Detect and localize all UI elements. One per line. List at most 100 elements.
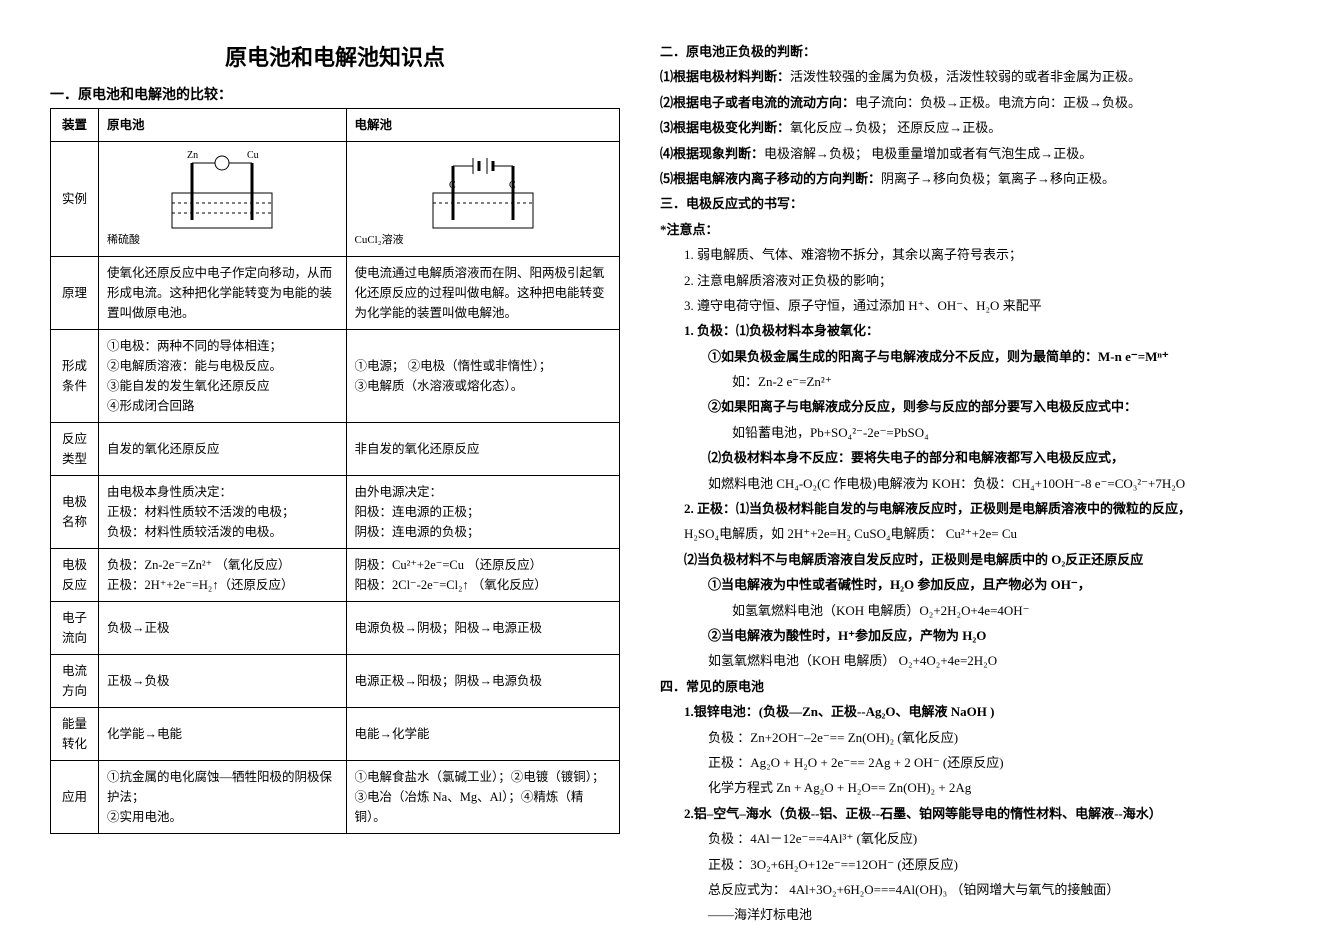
table-row: 反应类型 自发的氧化还原反应 非自发的氧化还原反应 bbox=[51, 422, 620, 475]
col-head-galvanic: 原电池 bbox=[99, 109, 347, 142]
table-row: 电子流向 负极→正极 电源负极→阴极；阳极→电源正极 bbox=[51, 601, 620, 654]
cell: 正极→负极 bbox=[99, 654, 347, 707]
row-label: 实例 bbox=[51, 142, 99, 257]
text-line: 如氢氧燃料电池（KOH 电解质） O₂+4O₂+4e=2H₂O bbox=[660, 649, 1288, 672]
section-2-heading: 二．原电池正负极的判断： bbox=[660, 40, 1288, 63]
cell: 化学能→电能 bbox=[99, 707, 347, 760]
text-line: ②当电解液为酸性时，H⁺参加反应，产物为 H₂O bbox=[660, 624, 1288, 647]
body: 电子流向：负极→正极。电流方向：正极→负极。 bbox=[855, 95, 1141, 110]
text-line: ⑴根据电极材料判断：活泼性较强的金属为负极，活泼性较弱的或者非金属为正极。 bbox=[660, 65, 1288, 88]
col-head-device: 装置 bbox=[51, 109, 99, 142]
cell: 电源正极→阳极；阴极→电源负极 bbox=[346, 654, 620, 707]
svg-text:C: C bbox=[509, 180, 516, 191]
text-line: 正极 ：Ag₂O + H₂O + 2e⁻== 2Ag + 2 OH⁻ (还原反应… bbox=[660, 751, 1288, 774]
table-row: 电流方向 正极→负极 电源正极→阳极；阴极→电源负极 bbox=[51, 654, 620, 707]
table-row-example: 实例 Zn Cu 稀硫酸 bbox=[51, 142, 620, 257]
row-label: 反应类型 bbox=[51, 422, 99, 475]
table-row: 电极名称 由电极本身性质决定： 正极：材料性质较不活泼的电极； 负极：材料性质较… bbox=[51, 475, 620, 548]
cell: 由外电源决定： 阳极：连电源的正极； 阴极：连电源的负极； bbox=[346, 475, 620, 548]
text-line: ——海洋灯标电池 bbox=[660, 903, 1288, 926]
text-line: 1. 负极：⑴负极材料本身被氧化： bbox=[660, 319, 1288, 342]
lead: ⑷根据现象判断： bbox=[660, 146, 764, 161]
lead: ⑸根据电解液内离子移动的方向判断： bbox=[660, 171, 881, 186]
body: 活泼性较强的金属为负极，活泼性较弱的或者非金属为正极。 bbox=[790, 69, 1141, 84]
body: 阴离子→移向负极；氧离子→移向正极。 bbox=[881, 171, 1115, 186]
row-label: 电极反应 bbox=[51, 548, 99, 601]
lead: ⑵根据电子或者电流的流动方向： bbox=[660, 95, 855, 110]
note-heading: *注意点： bbox=[660, 218, 1288, 241]
svg-text:C: C bbox=[449, 180, 456, 191]
text-line: 2. 正极：⑴当负极材料能自发的与电解液反应时，正极则是电解质溶液中的微粒的反应… bbox=[660, 497, 1288, 520]
table-row: 原理 使氧化还原反应中电子作定向移动，从而形成电流。这种把化学能转变为电能的装置… bbox=[51, 256, 620, 329]
cell: ①电极：两种不同的导体相连； ②电解质溶液：能与电极反应。 ③能自发的发生氧化还… bbox=[99, 329, 347, 422]
row-label: 电极名称 bbox=[51, 475, 99, 548]
cell: 电能→化学能 bbox=[346, 707, 620, 760]
diagram-caption: 稀硫酸 bbox=[107, 232, 338, 250]
note-item: 3. 遵守电荷守恒、原子守恒，通过添加 H⁺、OH⁻、H₂O 来配平 bbox=[660, 294, 1288, 317]
note-item: 1. 弱电解质、气体、难溶物不拆分，其余以离子符号表示； bbox=[660, 243, 1288, 266]
diagram-caption: CuCl₂溶液 bbox=[355, 232, 612, 250]
svg-text:Zn: Zn bbox=[187, 150, 198, 161]
text-line: 负极 ：Zn+2OH⁻–2e⁻== Zn(OH)₂ (氧化反应) bbox=[660, 726, 1288, 749]
row-label: 电子流向 bbox=[51, 601, 99, 654]
note-item: 2. 注意电解质溶液对正负极的影响； bbox=[660, 269, 1288, 292]
cell: 电源负极→阴极；阳极→电源正极 bbox=[346, 601, 620, 654]
right-column: 二．原电池正负极的判断： ⑴根据电极材料判断：活泼性较强的金属为负极，活泼性较弱… bbox=[650, 40, 1288, 905]
text-line: 如铅蓄电池，Pb+SO₄²⁻-2e⁻=PbSO₄ bbox=[660, 421, 1288, 444]
text-line: ②如果阳离子与电解液成分反应，则参与反应的部分要写入电极反应式中： bbox=[660, 395, 1288, 418]
section-4-heading: 四．常见的原电池 bbox=[660, 675, 1288, 698]
electrolytic-diagram: C C CuCl₂溶液 bbox=[346, 142, 620, 257]
text-line: ⑵负极材料本身不反应：要将失电子的部分和电解液都写入电极反应式， bbox=[660, 446, 1288, 469]
page-title: 原电池和电解池知识点 bbox=[50, 40, 620, 72]
body: 氧化反应→负极； 还原反应→正极。 bbox=[790, 120, 1001, 135]
row-label: 形成条件 bbox=[51, 329, 99, 422]
svg-text:Cu: Cu bbox=[247, 150, 259, 161]
row-label: 原理 bbox=[51, 256, 99, 329]
text-line: ⑷根据现象判断：电极溶解→负极； 电极重量增加或者有气泡生成→正极。 bbox=[660, 142, 1288, 165]
cell: 非自发的氧化还原反应 bbox=[346, 422, 620, 475]
text-line: ⑵当负极材料不与电解质溶液自发反应时，正极则是电解质中的 O₂反正还原反应 bbox=[660, 548, 1288, 571]
cell-title: 1.银锌电池：(负极—Zn、正极--Ag₂O、电解液 NaOH ) bbox=[684, 704, 994, 719]
table-row: 应用 ①抗金属的电化腐蚀—牺牲阳极的阴极保护法； ②实用电池。 ①电解食盐水（氯… bbox=[51, 760, 620, 833]
text-line: H₂SO₄电解质，如 2H⁺+2e=H₂ CuSO₄电解质： Cu²⁺+2e= … bbox=[660, 522, 1288, 545]
table-row: 形成条件 ①电极：两种不同的导体相连； ②电解质溶液：能与电极反应。 ③能自发的… bbox=[51, 329, 620, 422]
text-line: ①当电解液为中性或者碱性时，H₂O 参加反应，且产物必为 OH⁻， bbox=[660, 573, 1288, 596]
text-line: 负极 ：4Al－12e⁻==4Al³⁺ (氧化反应) bbox=[660, 827, 1288, 850]
cell: ①抗金属的电化腐蚀—牺牲阳极的阴极保护法； ②实用电池。 bbox=[99, 760, 347, 833]
lead: ⑶根据电极变化判断： bbox=[660, 120, 790, 135]
cell: 自发的氧化还原反应 bbox=[99, 422, 347, 475]
lead: ⑴根据电极材料判断： bbox=[660, 69, 790, 84]
comparison-table: 装置 原电池 电解池 实例 Zn Cu 稀硫酸 bbox=[50, 108, 620, 834]
body: 电极溶解→负极； 电极重量增加或者有气泡生成→正极。 bbox=[764, 146, 1092, 161]
galvanic-cell-icon: Zn Cu bbox=[147, 148, 297, 238]
left-column: 原电池和电解池知识点 一．原电池和电解池的比较： 装置 原电池 电解池 实例 Z… bbox=[50, 40, 650, 905]
text-line: 正极 ：3O₂+6H₂O+12e⁻==12OH⁻ (还原反应) bbox=[660, 853, 1288, 876]
cell: 负极：Zn-2e⁻=Zn²⁺ （氧化反应） 正极：2H⁺+2e⁻=H₂↑（还原反… bbox=[99, 548, 347, 601]
text-line: 如：Zn-2 e⁻=Zn²⁺ bbox=[660, 370, 1288, 393]
text-line: 如氢氧燃料电池（KOH 电解质）O₂+2H₂O+4e=4OH⁻ bbox=[660, 599, 1288, 622]
table-row: 能量转化 化学能→电能 电能→化学能 bbox=[51, 707, 620, 760]
text-line: ⑵根据电子或者电流的流动方向：电子流向：负极→正极。电流方向：正极→负极。 bbox=[660, 91, 1288, 114]
cell: 阴极：Cu²⁺+2e⁻=Cu （还原反应） 阳极：2Cl⁻-2e⁻=Cl₂↑ （… bbox=[346, 548, 620, 601]
cell: 由电极本身性质决定： 正极：材料性质较不活泼的电极； 负极：材料性质较活泼的电极… bbox=[99, 475, 347, 548]
text-line: 如燃料电池 CH₄-O₂(C 作电极)电解液为 KOH：负极：CH₄+10OH⁻… bbox=[660, 472, 1288, 495]
text-line: ①如果负极金属生成的阳离子与电解液成分不反应，则为最简单的：M-n e⁻=Mⁿ⁺ bbox=[660, 345, 1288, 368]
col-head-electrolytic: 电解池 bbox=[346, 109, 620, 142]
text-line: 1.银锌电池：(负极—Zn、正极--Ag₂O、电解液 NaOH ) bbox=[660, 700, 1288, 723]
cell: 使电流通过电解质溶液而在阴、阳两极引起氧化还原反应的过程叫做电解。这种把电能转变… bbox=[346, 256, 620, 329]
cell: ①电源； ②电极（惰性或非惰性）； ③电解质（水溶液或熔化态）。 bbox=[346, 329, 620, 422]
section-1-heading: 一．原电池和电解池的比较： bbox=[50, 84, 620, 104]
section-3-heading: 三．电极反应式的书写： bbox=[660, 192, 1288, 215]
cell: 负极→正极 bbox=[99, 601, 347, 654]
row-label: 能量转化 bbox=[51, 707, 99, 760]
text-line: ⑸根据电解液内离子移动的方向判断：阴离子→移向负极；氧离子→移向正极。 bbox=[660, 167, 1288, 190]
cell: 使氧化还原反应中电子作定向移动，从而形成电流。这种把化学能转变为电能的装置叫做原… bbox=[99, 256, 347, 329]
text-line: ⑶根据电极变化判断：氧化反应→负极； 还原反应→正极。 bbox=[660, 116, 1288, 139]
row-label: 应用 bbox=[51, 760, 99, 833]
text-line: 化学方程式 Zn + Ag₂O + H₂O== Zn(OH)₂ + 2Ag bbox=[660, 776, 1288, 799]
text-line: 总反应式为： 4Al+3O₂+6H₂O===4Al(OH)₃ （铂网增大与氧气的… bbox=[660, 878, 1288, 901]
galvanic-diagram: Zn Cu 稀硫酸 bbox=[99, 142, 347, 257]
electrolytic-cell-icon: C C bbox=[408, 148, 558, 238]
table-header-row: 装置 原电池 电解池 bbox=[51, 109, 620, 142]
cell-title: 2.铝–空气–海水（负极--铝、正极--石墨、铂网等能导电的惰性材料、电解液--… bbox=[684, 806, 1162, 821]
